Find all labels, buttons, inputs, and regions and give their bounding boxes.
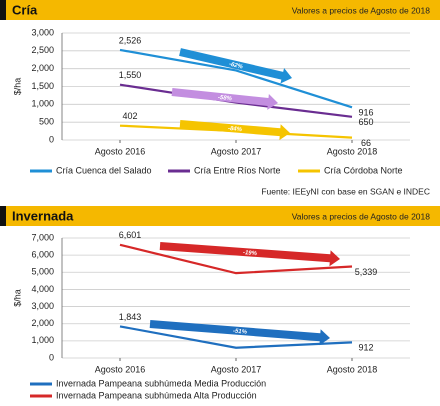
value-label: 5,339	[355, 267, 378, 277]
chart-title: Invernada	[12, 208, 74, 223]
x-tick-label: Agosto 2017	[211, 364, 262, 374]
chart-subtitle: Valores a precios de Agosto de 2018	[292, 5, 431, 15]
value-label: 1,550	[119, 70, 142, 80]
value-label: 402	[122, 111, 137, 121]
y-tick-label: 3,000	[31, 27, 54, 37]
annotation: -84%	[228, 126, 243, 133]
y-tick-label: 2,500	[31, 45, 54, 55]
arrow-shape	[179, 48, 292, 84]
legend-label: Cría Cuenca del Salado	[56, 165, 152, 175]
value-label: 2,526	[119, 35, 142, 45]
value-label: 1,843	[119, 312, 142, 322]
header-bar	[0, 206, 440, 226]
trend-arrow: -84%	[179, 120, 291, 141]
arrow-shape	[159, 242, 340, 267]
y-tick-label: 4,000	[31, 284, 54, 294]
y-tick-label: 500	[39, 117, 54, 127]
series-line	[119, 48, 353, 109]
arrow-shape	[179, 120, 291, 141]
chart-subtitle: Valores a precios de Agosto de 2018	[292, 211, 431, 221]
annotation: -19%	[243, 250, 258, 257]
legend-label: Invernada Pampeana subhúmeda Media Produ…	[56, 378, 266, 388]
trend-arrow: -58%	[171, 88, 279, 110]
x-tick-label: Agosto 2016	[95, 364, 146, 374]
header-bar	[0, 0, 440, 20]
y-tick-label: 0	[49, 352, 54, 362]
series-line	[119, 243, 353, 275]
y-tick-label: 2,000	[31, 318, 54, 328]
trend-arrow: -51%	[149, 320, 331, 346]
header-tab	[0, 206, 6, 226]
annotation: -58%	[218, 95, 233, 102]
x-tick-label: Agosto 2017	[211, 146, 262, 156]
series-line	[119, 325, 353, 349]
y-tick-label: 1,500	[31, 81, 54, 91]
value-label: 912	[358, 343, 373, 353]
value-label: 66	[361, 138, 371, 148]
y-axis-label: $/ha	[12, 78, 22, 96]
y-tick-label: 3,000	[31, 301, 54, 311]
legend-label: Cría Córdoba Norte	[324, 165, 403, 175]
arrow-shape	[149, 320, 331, 346]
value-label: 650	[358, 117, 373, 127]
y-tick-label: 2,000	[31, 63, 54, 73]
y-tick-label: 1,000	[31, 335, 54, 345]
annotation: -51%	[233, 329, 248, 336]
y-axis-label: $/ha	[12, 289, 22, 307]
annotation: -62%	[228, 62, 244, 71]
y-tick-label: 5,000	[31, 267, 54, 277]
arrow-shape	[171, 88, 279, 110]
trend-arrow: -62%	[179, 48, 292, 84]
header-tab	[0, 0, 6, 20]
x-tick-label: Agosto 2018	[327, 364, 378, 374]
y-tick-label: 1,000	[31, 99, 54, 109]
legend-label: Cría Entre Ríos Norte	[194, 165, 281, 175]
x-tick-label: Agosto 2016	[95, 146, 146, 156]
chart-title: Cría	[12, 2, 38, 17]
source-note: Fuente: IEEyNI con base en SGAN e INDEC	[261, 186, 430, 196]
value-label: 6,601	[119, 230, 142, 240]
y-tick-label: 6,000	[31, 250, 54, 260]
x-tick-label: Agosto 2018	[327, 146, 378, 156]
y-tick-label: 7,000	[31, 232, 54, 242]
legend-label: Invernada Pampeana subhúmeda Alta Produc…	[56, 390, 257, 400]
value-label: 916	[358, 108, 373, 118]
trend-arrow: -19%	[159, 242, 340, 267]
y-tick-label: 0	[49, 134, 54, 144]
